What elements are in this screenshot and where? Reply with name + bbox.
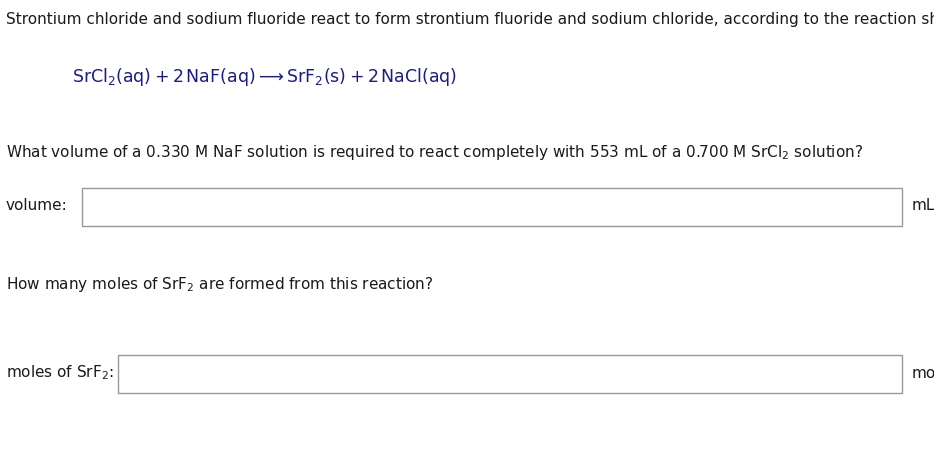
Text: volume:: volume: bbox=[6, 198, 68, 213]
Text: How many moles of SrF$_2$ are formed from this reaction?: How many moles of SrF$_2$ are formed fro… bbox=[6, 275, 433, 294]
Text: What volume of a 0.330 M NaF solution is required to react completely with 553 m: What volume of a 0.330 M NaF solution is… bbox=[6, 143, 863, 162]
Text: $\mathrm{SrCl_2(aq) + 2\,NaF(aq) \longrightarrow SrF_2(s) + 2\,NaCl(aq)}$: $\mathrm{SrCl_2(aq) + 2\,NaF(aq) \longri… bbox=[72, 66, 458, 88]
FancyBboxPatch shape bbox=[82, 188, 902, 226]
Text: Strontium chloride and sodium fluoride react to form strontium fluoride and sodi: Strontium chloride and sodium fluoride r… bbox=[6, 12, 934, 27]
Text: moles of SrF$_2$:: moles of SrF$_2$: bbox=[6, 364, 114, 382]
Text: mol: mol bbox=[912, 366, 934, 380]
Text: mL: mL bbox=[912, 198, 934, 213]
FancyBboxPatch shape bbox=[118, 355, 902, 393]
